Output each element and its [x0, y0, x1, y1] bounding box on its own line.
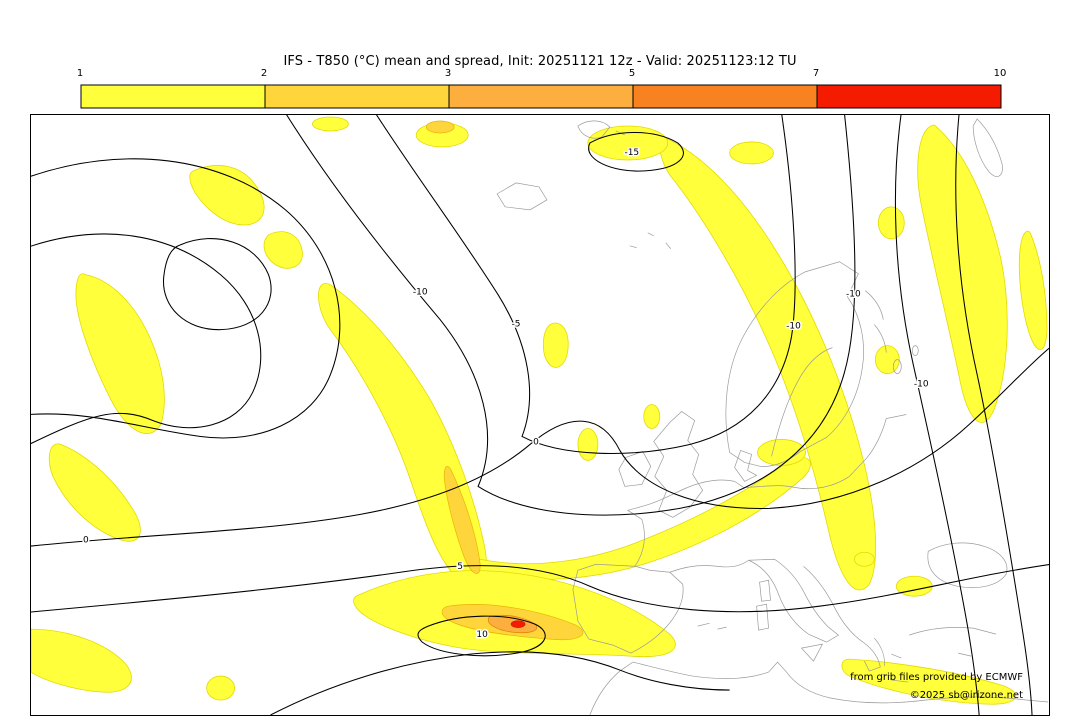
coastline-novaya-zemlya	[972, 118, 1003, 177]
spread-region	[263, 231, 303, 269]
spread-region	[1018, 230, 1048, 350]
contour-line	[417, 615, 546, 657]
colorbar-segment-1-2	[80, 84, 266, 109]
attribution-copyright: ©2025 sb@irizone.net	[909, 690, 1023, 701]
spread-level-4-regions	[510, 620, 526, 628]
spread-region	[189, 165, 265, 226]
coastline-balkans	[803, 565, 881, 672]
contour-line	[894, 115, 980, 715]
spread-region	[895, 575, 933, 597]
contour-line	[31, 233, 262, 445]
spread-region	[874, 345, 900, 374]
contour-lines	[31, 115, 1049, 715]
contour-line	[286, 115, 856, 516]
spread-region	[587, 125, 669, 161]
colorbar-segment-5-7	[632, 84, 818, 109]
contour-label: -10	[786, 322, 801, 332]
spread-region	[757, 439, 806, 466]
colorbar-segment-3-5	[448, 84, 634, 109]
colorbar-tick: 1	[76, 68, 84, 79]
coastline-gulf-of-lion	[669, 559, 749, 573]
spread-region	[31, 628, 132, 693]
attribution-source: from grib files provided by ECMWF	[850, 672, 1023, 683]
spread-region	[659, 137, 877, 591]
coastline-gulf-of-bothnia	[771, 347, 833, 457]
coastline-corsica	[759, 579, 771, 602]
colorbar-tick: 7	[812, 68, 820, 79]
coastline-white-sea	[865, 290, 887, 353]
coastline-greece	[874, 637, 902, 677]
coastline-ireland	[618, 451, 652, 487]
spread-region	[729, 141, 774, 165]
spread-region	[48, 443, 141, 542]
colorbar-tick: 5	[628, 68, 636, 79]
chart-title: IFS - T850 (°C) mean and spread, Init: 2…	[283, 54, 797, 69]
weather-map: -15 -10 -10 -10 -5 0 0 5 10 -10	[31, 115, 1049, 715]
colorbar	[80, 84, 1002, 109]
coastline-great-britain	[653, 411, 704, 518]
contour-line	[375, 115, 796, 454]
contour-line	[955, 115, 1033, 715]
contour-line	[31, 347, 1049, 547]
coastline-iceland	[496, 182, 548, 211]
coastline-italy	[748, 558, 840, 643]
spread-region	[510, 620, 526, 628]
coastline-faroes-shetland	[629, 232, 672, 250]
spread-region	[577, 428, 599, 461]
contour-line	[31, 158, 341, 439]
coastline-denmark	[734, 449, 758, 482]
contour-label: -10	[846, 290, 861, 300]
contour-label: 5	[457, 562, 463, 572]
spread-region	[853, 551, 875, 567]
spread-region	[917, 124, 1008, 423]
coastline-balearics	[697, 622, 727, 630]
spread-region	[475, 457, 811, 580]
coastlines	[496, 118, 1049, 715]
spread-region	[877, 206, 905, 240]
contour-label: 10	[476, 630, 488, 640]
contour-label: 0	[533, 437, 539, 447]
contour-label: -15	[624, 148, 639, 158]
colorbar-tick: 3	[444, 68, 452, 79]
colorbar-tick: 2	[260, 68, 268, 79]
spread-region	[643, 404, 661, 429]
contour-label: -5	[512, 320, 521, 330]
coastline-scandinavia	[725, 261, 864, 467]
spread-region	[425, 120, 455, 134]
coastline-black-sea	[927, 542, 1008, 589]
colorbar-segment-2-3	[264, 84, 450, 109]
spread-region	[542, 322, 569, 368]
contour-label: -10	[413, 288, 428, 298]
spread-level-1-regions	[31, 116, 1048, 705]
coastline-sardinia	[756, 603, 769, 631]
attribution: from grib files provided by ECMWF ©2025 …	[850, 669, 1023, 705]
contour-line	[31, 564, 1049, 613]
coastline-lake	[892, 359, 902, 374]
map-frame: -15 -10 -10 -10 -5 0 0 5 10 -10 from gri…	[30, 114, 1050, 716]
spread-region	[443, 466, 481, 574]
contour-label: 0	[83, 535, 89, 545]
contour-label: -10	[914, 380, 929, 390]
coastline-iberia	[572, 563, 684, 654]
coastline-baltic-south	[687, 414, 907, 490]
spread-region	[841, 658, 1016, 705]
coastline-anatolia	[891, 627, 997, 683]
colorbar-ticks: 1 2 3 5 7 10	[76, 68, 1007, 82]
contour-line	[270, 651, 730, 715]
colorbar-tick: 10	[993, 68, 1007, 79]
spread-region	[206, 675, 235, 701]
coastline-sicily	[800, 643, 824, 662]
contour-line	[163, 238, 272, 331]
spread-region	[312, 116, 349, 132]
coastline-lake	[911, 345, 919, 356]
contour-line	[588, 131, 684, 172]
colorbar-segment-7-10	[816, 84, 1002, 109]
spread-region	[75, 273, 165, 434]
contour-labels: -15 -10 -10 -10 -5 0 0 5 10 -10	[82, 146, 931, 641]
coastline-north-africa	[589, 661, 1049, 715]
